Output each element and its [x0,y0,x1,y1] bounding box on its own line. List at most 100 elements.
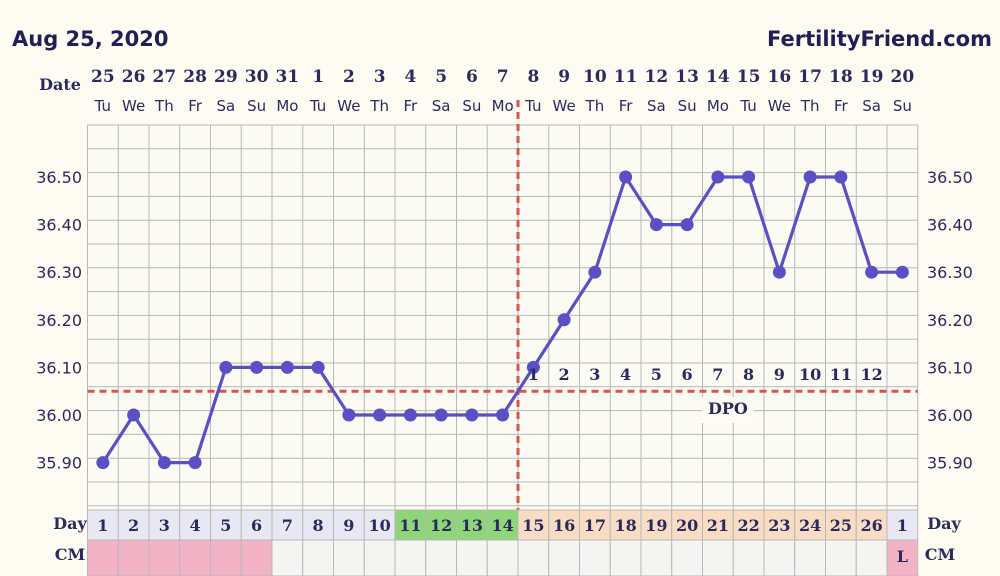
cm-cell [240,539,273,576]
cm-cell [179,539,211,576]
cm-cell [855,539,888,576]
weekday-label: Su [893,97,912,115]
temperature-point [373,408,387,422]
cm-cell [117,539,150,576]
cm-value: L [897,547,908,566]
date-label: 6 [466,67,478,87]
cm-cell [394,539,427,576]
cm-cell [363,539,396,576]
day-number: 11 [399,516,421,535]
weekday-label: Tu [94,97,111,115]
day-number: 15 [522,516,544,535]
weekday-label: Fr [619,97,634,115]
weekday-label: Mo [492,97,514,115]
y-tick-label-right: 36.40 [927,216,973,235]
cm-cell [579,539,611,576]
date-label: 30 [245,67,269,87]
temperature-point [772,265,786,279]
dpo-number: 12 [860,365,882,384]
weekday-label: We [768,97,791,115]
weekday-label: Su [462,97,481,115]
day-cell [179,509,211,541]
weekday-label: Fr [834,97,849,115]
weekday-label: Mo [707,97,729,115]
temperature-point [188,456,202,470]
day-number: 22 [737,516,759,535]
date-label: 5 [435,67,447,87]
temperature-point [403,408,417,422]
temperature-point [280,360,294,374]
temperature-point [680,218,694,232]
y-tick-label-right: 36.00 [927,406,973,425]
day-row-label-right: Day [927,514,961,533]
day-number: 3 [159,516,170,535]
day-number: 26 [860,516,882,535]
date-label: 12 [645,67,669,87]
date-label: 10 [583,67,607,87]
day-cell [271,509,304,541]
date-label: 18 [829,67,853,87]
day-cell [240,509,273,541]
y-axis-labels: 36.50 36.50 36.40 36.40 36.30 36.30 36.20 36.20… [36,168,973,473]
cm-cell [271,539,304,576]
day-cell [517,509,550,541]
day-number: 18 [614,516,636,535]
cm-cell [87,539,119,576]
y-tick-label-left: 35.90 [36,454,82,473]
temperature-series [96,170,909,470]
cm-cell [671,539,703,576]
weekday-label: Tu [524,97,541,115]
y-tick-label-left: 36.50 [36,168,82,187]
weekday-label: Sa [862,97,881,115]
dpo-number: 2 [559,365,570,384]
y-tick-label-right: 36.20 [927,311,973,330]
chart-date: Aug 25, 2020 [12,27,169,51]
day-number: 1 [897,516,908,535]
day-number: 24 [799,516,821,535]
temperature-point [434,408,448,422]
y-tick-label-right: 36.30 [927,263,973,282]
day-cell [794,509,826,541]
temperature-point [619,170,633,184]
cm-cell [456,539,488,576]
date-label: 26 [122,67,146,87]
date-label: 13 [675,67,699,87]
cm-row: CM CM L [55,539,955,576]
temperature-point [465,408,479,422]
day-cell [640,509,673,541]
temperature-point [526,360,540,374]
date-label: 1 [312,67,324,87]
dpo-number: 1 [528,365,539,384]
dpo-number: 10 [799,365,821,384]
day-number: 19 [645,516,667,535]
cm-cell [302,539,334,576]
y-tick-label-left: 36.10 [36,358,82,377]
weekday-label: We [122,97,145,115]
date-label: 8 [527,67,539,87]
day-number: 4 [190,516,201,535]
date-header-row: 25 Tu 26 We 27 Th 28 Fr 29 Sa 30 Su 31 Mo 1 Tu 2 We 3 Th 4 Fr… [91,67,914,115]
cm-cell [148,539,181,576]
day-number: 10 [368,516,390,535]
y-tick-label-right: 36.50 [927,168,973,187]
date-row-label: Date [39,75,81,94]
day-cell [825,509,857,541]
y-tick-label-right: 36.10 [927,358,973,377]
day-cell [548,509,580,541]
weekday-label: Th [585,97,605,115]
temperature-point [588,265,602,279]
temperature-point [649,218,663,232]
date-label: 15 [737,67,761,87]
cm-cell [763,539,796,576]
temperature-point [865,265,879,279]
temperature-point [219,360,233,374]
plot-area [87,125,918,510]
temperature-point [742,170,756,184]
temperature-point [803,170,817,184]
temperature-point [96,456,110,470]
cm-cell [702,539,734,576]
cm-cell [886,539,919,576]
weekday-label: Su [247,97,266,115]
weekday-label: Sa [647,97,666,115]
